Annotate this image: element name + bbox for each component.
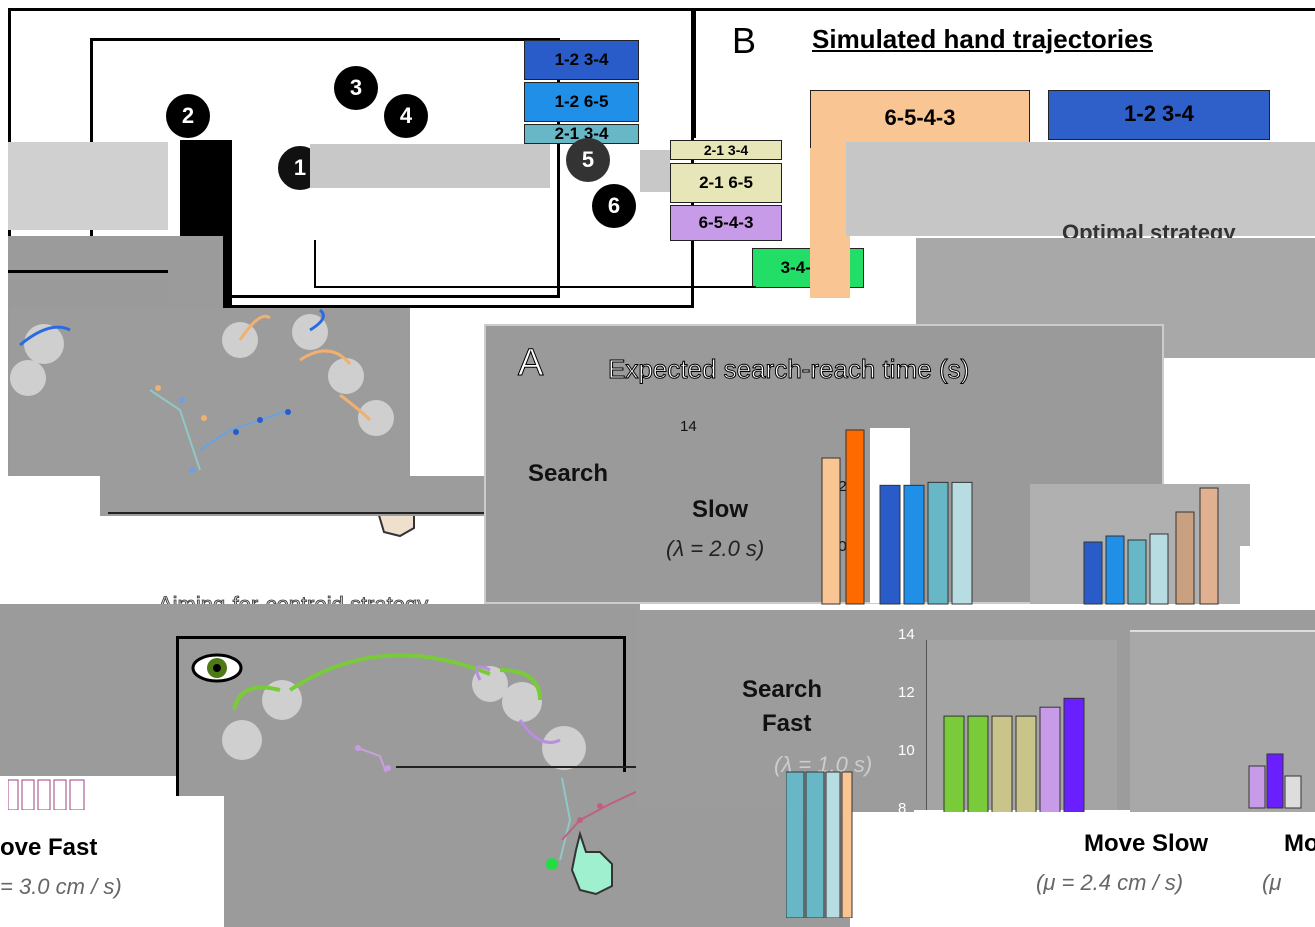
legend-key-4: 2-1 6-5 (670, 163, 782, 203)
left-bottom-bars (8, 776, 118, 810)
trajectory-upper-left (10, 308, 394, 505)
right-bottom-box (1130, 630, 1315, 812)
move-fast-left-label: ove Fast (0, 834, 98, 861)
white-line-1 (314, 240, 756, 288)
bar-2-1-6-5 (1015, 715, 1037, 815)
teal-bars-bottom (786, 768, 856, 918)
bar-2-1-6-5 (951, 481, 973, 605)
target-number-6: 6 (592, 184, 636, 228)
peach-strip (810, 148, 850, 298)
trajectory-lower-2 (546, 777, 641, 896)
panel-b-title: Simulated hand trajectories (812, 24, 1153, 54)
panel-a-letter: A (517, 342, 544, 385)
bar-1-2-6-5 (967, 715, 989, 815)
col-1-param: (μ = 2.4 cm / s) (1036, 870, 1184, 895)
gray-overlay-right (846, 142, 1315, 236)
peach-bar-0 (821, 457, 841, 605)
target-number-3: 3 (334, 66, 378, 110)
right-bar-2 (1127, 539, 1147, 605)
gray-stripe-2 (310, 144, 550, 188)
chart-1-ytick-14: 14 (680, 418, 697, 435)
chart-2-ytick-14: 14 (898, 626, 915, 643)
white-lower-right (850, 812, 1315, 927)
bar-2-1-3-4 (927, 481, 949, 605)
gray-stripe-3 (640, 150, 670, 192)
row-2-line2: Fast (762, 710, 812, 737)
rb-bar-3 (1284, 775, 1302, 809)
bar-2-1-3-4 (991, 715, 1013, 815)
rb-bar-1 (1248, 765, 1266, 809)
line-under-hand (108, 512, 558, 514)
top-box-blue: 1-2 3-4 (1048, 90, 1270, 140)
panel-a-title: Expected search-reach time (s) (607, 354, 970, 385)
row-2-line1: Search (742, 676, 823, 703)
col-2-label-partial: Mo (1284, 830, 1315, 857)
target-number-4: 4 (384, 94, 428, 138)
legend-key-3-overlay: 2-1 3-4 (670, 140, 782, 160)
legend-key-5: 6-5-4-3 (670, 205, 782, 241)
trajectory-lower (222, 653, 603, 792)
target-number-5: 5 (566, 138, 610, 182)
chart-1 (879, 481, 973, 605)
row-1-line1: Search (528, 460, 609, 487)
move-fast-left-param: = 3.0 cm / s) (0, 874, 122, 899)
chart-2-ytick-10: 10 (898, 742, 915, 759)
white-block-right (1240, 546, 1315, 606)
bar-3-4-5-6 (1063, 697, 1085, 815)
bar-6-5-4-3 (1039, 706, 1061, 815)
row-1-param: (λ = 2.0 s) (666, 536, 765, 561)
right-bar-1 (1105, 535, 1125, 605)
right-bar-3 (1149, 533, 1169, 605)
chart-1-peach-bars (821, 429, 865, 605)
col-1-label: Move Slow (1084, 830, 1209, 857)
gray-center-band (100, 476, 560, 516)
right-bar-5 (1199, 487, 1219, 605)
target-number-2: 2 (166, 94, 210, 138)
legend-key-2: 1-2 6-5 (524, 82, 639, 122)
chart-1-right-bars (1083, 487, 1219, 605)
panel-b-letter: B (732, 20, 757, 61)
lower-trajectory-box (176, 636, 626, 796)
chart-2 (943, 697, 1085, 815)
lower-base-line (396, 766, 636, 768)
row-1-line2: Slow (692, 496, 749, 523)
top-border-right (693, 8, 1315, 11)
col-2-param-partial: (μ (1262, 870, 1282, 895)
chart-2-ytick-8: 8 (898, 800, 907, 817)
right-bar-4 (1175, 511, 1195, 605)
eye-icon (190, 648, 244, 684)
bar-1-2-6-5 (903, 484, 925, 605)
right-bar-0 (1083, 541, 1103, 605)
legend-key-1: 1-2 3-4 (524, 40, 639, 80)
peach-bar-1 (845, 429, 865, 605)
gray-stripe-1 (8, 142, 168, 230)
right-bottom-bars (1248, 753, 1302, 809)
divider-vertical (693, 8, 696, 138)
chart-2-ytick-12: 12 (898, 684, 915, 701)
top-box-peach: 6-5-4-3 (810, 90, 1030, 150)
bar-1-2-3-4 (879, 484, 901, 605)
bar-1-2-3-4 (943, 715, 965, 815)
rb-bar-2 (1266, 753, 1284, 809)
